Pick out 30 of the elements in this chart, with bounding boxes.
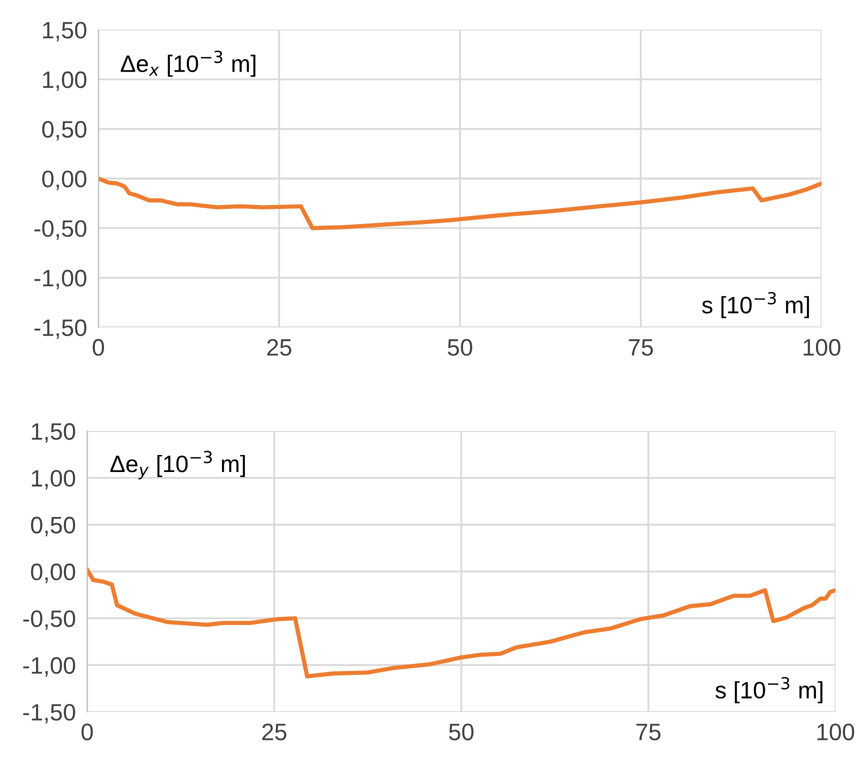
x-tick-label: 75 [628, 339, 653, 356]
y-axis-title: Δe$_{y}$ [10$^{−3}$ m] [110, 450, 245, 480]
x-axis-title: s [10$^{−3}$ m] [716, 677, 822, 704]
x-tick-label: 50 [448, 339, 472, 356]
x-tick-label: 75 [636, 724, 660, 740]
x-tick-label: 25 [262, 724, 286, 740]
x-tick-label: 100 [804, 339, 840, 356]
x-axis-title: s [10$^{−3}$ m] [702, 292, 809, 318]
x-tick-label: 25 [267, 339, 292, 356]
y-tick-label: -0,50 [34, 220, 86, 240]
line-series [87, 568, 836, 678]
y-tick-label: -1,00 [34, 270, 86, 290]
y-tick-label: 0,50 [31, 516, 76, 536]
y-tick-label: 1,50 [32, 423, 76, 443]
x-tick-label: 0 [82, 724, 93, 740]
line-series [98, 176, 822, 230]
x-tick-label: 0 [92, 339, 104, 356]
y-tick-label: -1,50 [34, 319, 86, 339]
y-tick-label: -1,00 [23, 657, 76, 677]
y-tick-label: 0,50 [42, 121, 86, 141]
x-tick-label: 100 [817, 724, 854, 740]
y-tick-label: 1,50 [43, 22, 86, 42]
x-tick-label: 50 [449, 724, 474, 740]
y-tick-label: 0,00 [42, 170, 86, 190]
y-tick-label: 1,00 [43, 71, 86, 91]
y-tick-label: 1,00 [32, 470, 76, 490]
y-tick-label: 0,00 [31, 564, 76, 584]
y-tick-label: -0,50 [23, 610, 76, 630]
y-axis-title: Δe$_{x}$ [10$^{−3}$ m] [120, 50, 256, 77]
y-tick-label: -1,50 [23, 704, 76, 724]
